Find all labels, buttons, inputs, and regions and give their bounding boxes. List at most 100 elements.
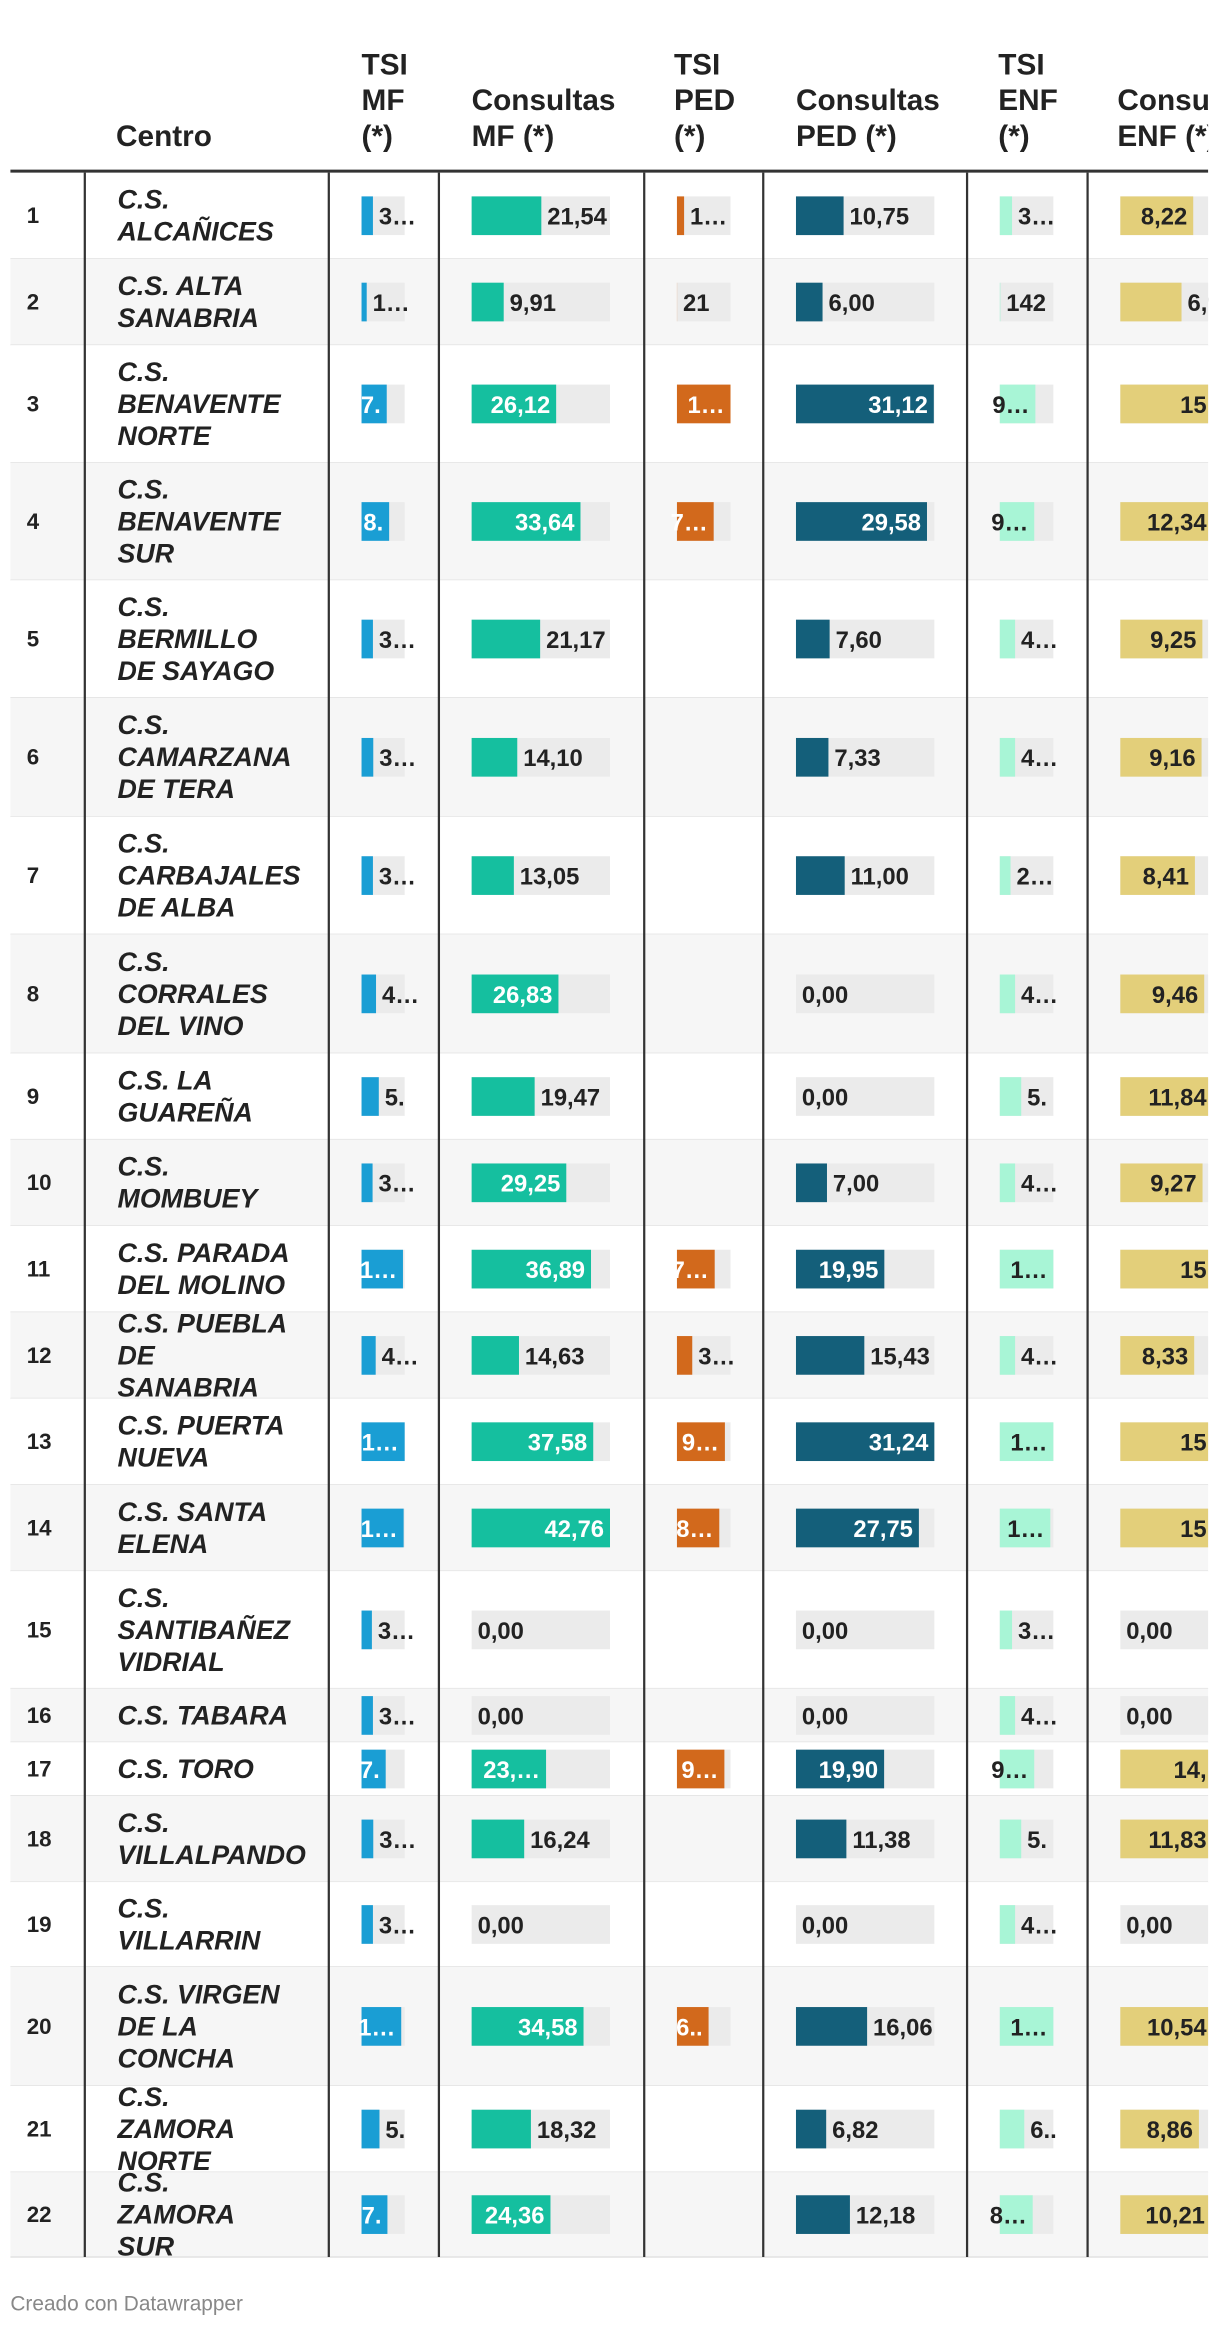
value-label: 4…	[1021, 745, 1058, 772]
bar	[1120, 1249, 1209, 1289]
centro-name: C.S. SANTIBAÑEZ VIDRIAL	[118, 1583, 298, 1677]
bar	[471, 196, 542, 236]
value-label: 3…	[379, 204, 416, 231]
value-label: 4…	[382, 1343, 419, 1370]
bar	[1120, 974, 1205, 1014]
value-label: 7,00	[833, 1171, 879, 1198]
bar	[999, 619, 1016, 659]
value-label: 9…	[681, 1757, 718, 1784]
value-label: 7.	[362, 2203, 382, 2230]
column-header: TSI MF (*)	[362, 48, 417, 152]
rank: 7	[27, 863, 39, 888]
value-label: 0,00	[802, 1618, 848, 1645]
value-label: 9,16	[1149, 745, 1195, 772]
value-label: 31,24	[869, 1430, 929, 1457]
bar	[471, 1249, 592, 1289]
value-label: 1…	[360, 1257, 397, 1284]
value-label: 8.	[363, 509, 383, 536]
bar-background	[795, 1077, 935, 1116]
bar	[471, 502, 581, 541]
bar	[361, 1696, 373, 1735]
bar	[676, 1422, 725, 1462]
bar	[999, 384, 1036, 424]
value-label: 1…	[1010, 1430, 1047, 1457]
centro-name: C.S. VILLALPANDO	[118, 1808, 307, 1870]
bar	[361, 502, 390, 541]
bar	[471, 1749, 547, 1789]
value-label: 6,82	[832, 2117, 878, 2144]
bar	[999, 2007, 1054, 2046]
bar	[999, 1077, 1022, 1116]
rank: 21	[27, 2116, 52, 2141]
rank: 17	[27, 1756, 52, 1781]
bar	[676, 196, 685, 236]
column-header: Centro	[116, 120, 212, 153]
value-label: 7,60	[836, 627, 882, 654]
bar	[999, 1249, 1054, 1289]
centro-name: C.S. BENAVENTE NORTE	[118, 357, 289, 451]
value-label: 1…	[688, 392, 725, 419]
value-label: 1…	[1010, 1257, 1047, 1284]
bar	[676, 1749, 725, 1789]
value-label: 3…	[379, 864, 416, 891]
value-label: 3…	[379, 1171, 416, 1198]
bar	[471, 619, 541, 659]
bar	[471, 974, 559, 1014]
value-label: 3…	[379, 745, 416, 772]
bar	[795, 737, 829, 777]
bar	[1120, 1422, 1209, 1462]
value-label: 4…	[1021, 1171, 1058, 1198]
value-label: 0,00	[478, 1703, 524, 1730]
value-label: 7…	[672, 1257, 709, 1284]
value-label: 15	[1180, 1516, 1206, 1543]
centro-name: C.S. SANTA ELENA	[118, 1497, 274, 1559]
bar	[999, 1336, 1016, 1375]
bar	[361, 2195, 388, 2234]
bar	[1120, 1163, 1203, 1203]
bar	[361, 1336, 376, 1375]
value-label: 15,43	[870, 1343, 930, 1370]
value-label: 142	[1006, 290, 1046, 317]
rank: 8	[27, 981, 39, 1006]
bar	[361, 1905, 373, 1944]
bar-background	[1120, 1696, 1209, 1735]
value-label: 29,25	[501, 1171, 561, 1198]
bar	[1120, 737, 1202, 777]
value-label: 0,00	[802, 1084, 848, 1111]
value-label: 1…	[1010, 2014, 1047, 2041]
bar	[795, 384, 934, 424]
value-label: 1…	[362, 1430, 399, 1457]
bar	[471, 384, 557, 424]
value-label: 0,00	[802, 1912, 848, 1939]
value-label: 9,46	[1152, 982, 1198, 1009]
rank: 6	[27, 745, 39, 770]
rank: 14	[27, 1515, 52, 1540]
bar-background	[795, 1696, 935, 1735]
bar	[999, 1610, 1013, 1650]
centro-name: C.S. PARADA DEL MOLINO	[118, 1238, 296, 1300]
column-header: Consultas MF (*)	[472, 84, 624, 153]
value-label: 14,10	[523, 745, 583, 772]
bar	[471, 1077, 535, 1116]
bar	[361, 974, 377, 1014]
bar	[795, 1163, 827, 1203]
rank: 13	[27, 1429, 52, 1454]
value-label: 7.	[361, 392, 381, 419]
bar	[999, 2195, 1033, 2234]
value-label: 5.	[1027, 1827, 1047, 1854]
bar	[361, 619, 373, 659]
value-label: 4…	[1021, 1703, 1058, 1730]
rank: 10	[27, 1170, 52, 1195]
value-label: 1…	[358, 2014, 395, 2041]
bar-background	[795, 1610, 935, 1650]
value-label: 1…	[361, 1516, 398, 1543]
value-label: 10,54	[1147, 2014, 1207, 2041]
centro-name: C.S. ZAMORA NORTE	[117, 2082, 242, 2176]
value-label: 7.	[360, 1757, 380, 1784]
bar-background	[1120, 1610, 1209, 1650]
value-label: 14,63	[525, 1343, 585, 1370]
bar	[999, 502, 1035, 541]
bar	[1120, 282, 1182, 322]
bar	[999, 1163, 1016, 1203]
rank: 9	[27, 1084, 39, 1109]
